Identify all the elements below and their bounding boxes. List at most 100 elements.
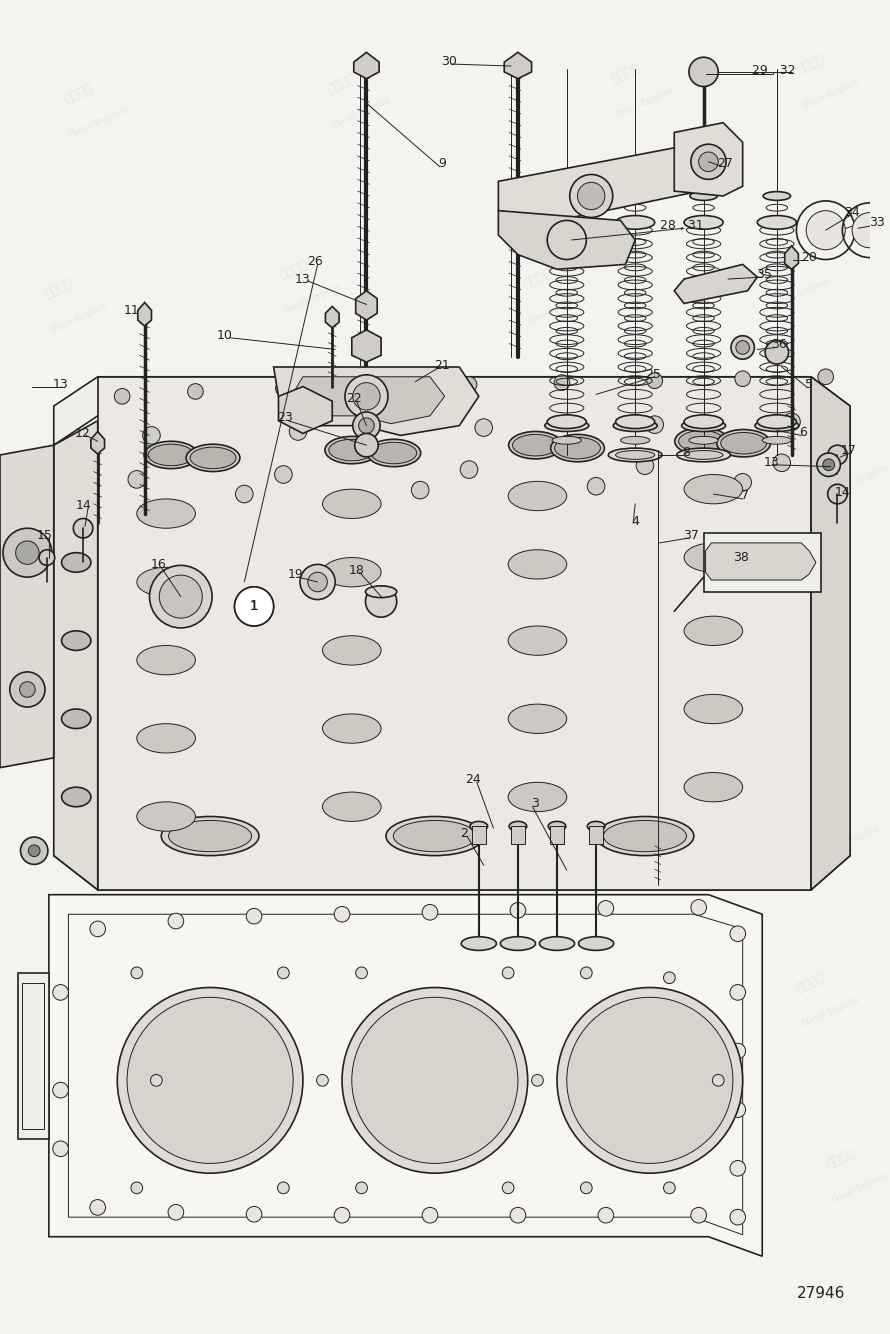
Text: Diesel-Engines: Diesel-Engines <box>751 652 812 687</box>
Ellipse shape <box>322 792 381 822</box>
Ellipse shape <box>684 451 723 459</box>
Circle shape <box>461 376 477 392</box>
Circle shape <box>159 575 202 618</box>
Circle shape <box>773 454 790 471</box>
Text: 38: 38 <box>732 551 748 564</box>
Ellipse shape <box>325 436 378 464</box>
Circle shape <box>335 1207 350 1223</box>
Ellipse shape <box>553 192 580 200</box>
Text: 紫发动力: 紫发动力 <box>101 463 134 487</box>
Ellipse shape <box>551 435 604 462</box>
Text: 紫发动力: 紫发动力 <box>326 814 359 839</box>
Polygon shape <box>356 291 377 320</box>
Text: 紫发动力: 紫发动力 <box>570 804 603 828</box>
Circle shape <box>368 379 384 395</box>
Circle shape <box>691 1207 707 1223</box>
Circle shape <box>317 1074 328 1086</box>
Bar <box>472 826 486 844</box>
Text: Diesel-Engines: Diesel-Engines <box>771 276 831 311</box>
Text: 10: 10 <box>217 329 232 343</box>
Circle shape <box>422 1207 438 1223</box>
Circle shape <box>53 1082 69 1098</box>
Ellipse shape <box>596 816 694 855</box>
Circle shape <box>734 474 751 491</box>
Polygon shape <box>811 376 850 890</box>
Text: 37: 37 <box>683 528 699 542</box>
Ellipse shape <box>322 714 381 743</box>
Circle shape <box>691 144 726 179</box>
Circle shape <box>547 220 587 260</box>
Ellipse shape <box>161 816 259 855</box>
Ellipse shape <box>508 704 567 734</box>
Text: 紫发动力: 紫发动力 <box>502 638 534 663</box>
Circle shape <box>356 1182 368 1194</box>
Text: 21: 21 <box>433 359 449 372</box>
Circle shape <box>828 484 847 504</box>
Text: Diesel-Engines: Diesel-Engines <box>625 1181 685 1215</box>
Text: 20: 20 <box>801 251 817 264</box>
Ellipse shape <box>367 439 421 467</box>
Circle shape <box>531 1074 543 1086</box>
Circle shape <box>664 1182 676 1194</box>
Ellipse shape <box>508 626 567 655</box>
Circle shape <box>818 370 834 384</box>
Circle shape <box>90 920 106 936</box>
Text: 18: 18 <box>349 564 365 576</box>
Ellipse shape <box>676 448 731 462</box>
Circle shape <box>335 906 350 922</box>
Circle shape <box>150 566 212 628</box>
Ellipse shape <box>757 216 797 229</box>
Circle shape <box>646 416 664 434</box>
Circle shape <box>168 914 183 928</box>
Circle shape <box>712 1074 724 1086</box>
Text: Diesel-Engines: Diesel-Engines <box>527 291 587 325</box>
Ellipse shape <box>144 442 198 468</box>
Ellipse shape <box>621 192 649 200</box>
Circle shape <box>580 967 592 979</box>
Text: 27: 27 <box>717 157 733 171</box>
Text: 紫发动力: 紫发动力 <box>814 799 847 824</box>
Circle shape <box>699 152 718 172</box>
Text: Diesel-Engines: Diesel-Engines <box>68 105 128 140</box>
Text: Diesel-Engines: Diesel-Engines <box>800 76 861 111</box>
Text: 紫发动力: 紫发动力 <box>355 443 388 467</box>
Circle shape <box>3 528 52 578</box>
Polygon shape <box>498 143 732 220</box>
Polygon shape <box>273 367 479 435</box>
Text: 16: 16 <box>150 558 166 571</box>
Ellipse shape <box>684 475 742 504</box>
Polygon shape <box>291 376 445 424</box>
Ellipse shape <box>61 708 91 728</box>
Circle shape <box>235 587 273 626</box>
Ellipse shape <box>470 822 488 831</box>
Ellipse shape <box>721 432 766 454</box>
Circle shape <box>278 967 289 979</box>
Ellipse shape <box>508 482 567 511</box>
Circle shape <box>20 836 48 864</box>
Text: 27946: 27946 <box>797 1286 845 1301</box>
Ellipse shape <box>755 420 799 431</box>
Bar <box>704 534 821 592</box>
Circle shape <box>557 987 742 1173</box>
Text: Diesel-Engines: Diesel-Engines <box>595 476 656 511</box>
Circle shape <box>276 380 291 396</box>
Polygon shape <box>353 52 379 79</box>
Ellipse shape <box>500 936 536 950</box>
Ellipse shape <box>613 420 657 431</box>
Ellipse shape <box>186 444 240 471</box>
Text: Diesel-Engines: Diesel-Engines <box>829 1170 890 1205</box>
Circle shape <box>598 1207 614 1223</box>
Polygon shape <box>0 446 53 767</box>
Ellipse shape <box>689 436 718 444</box>
Ellipse shape <box>587 822 605 831</box>
Text: 24: 24 <box>465 772 481 786</box>
Ellipse shape <box>684 616 742 646</box>
Text: 25: 25 <box>645 368 660 382</box>
Text: 29 , 32: 29 , 32 <box>752 64 796 77</box>
Ellipse shape <box>684 695 742 723</box>
Text: 8: 8 <box>682 446 690 459</box>
Ellipse shape <box>684 415 723 428</box>
Polygon shape <box>505 52 531 79</box>
Circle shape <box>366 586 397 618</box>
Text: Diesel-Engines: Diesel-Engines <box>38 663 99 696</box>
